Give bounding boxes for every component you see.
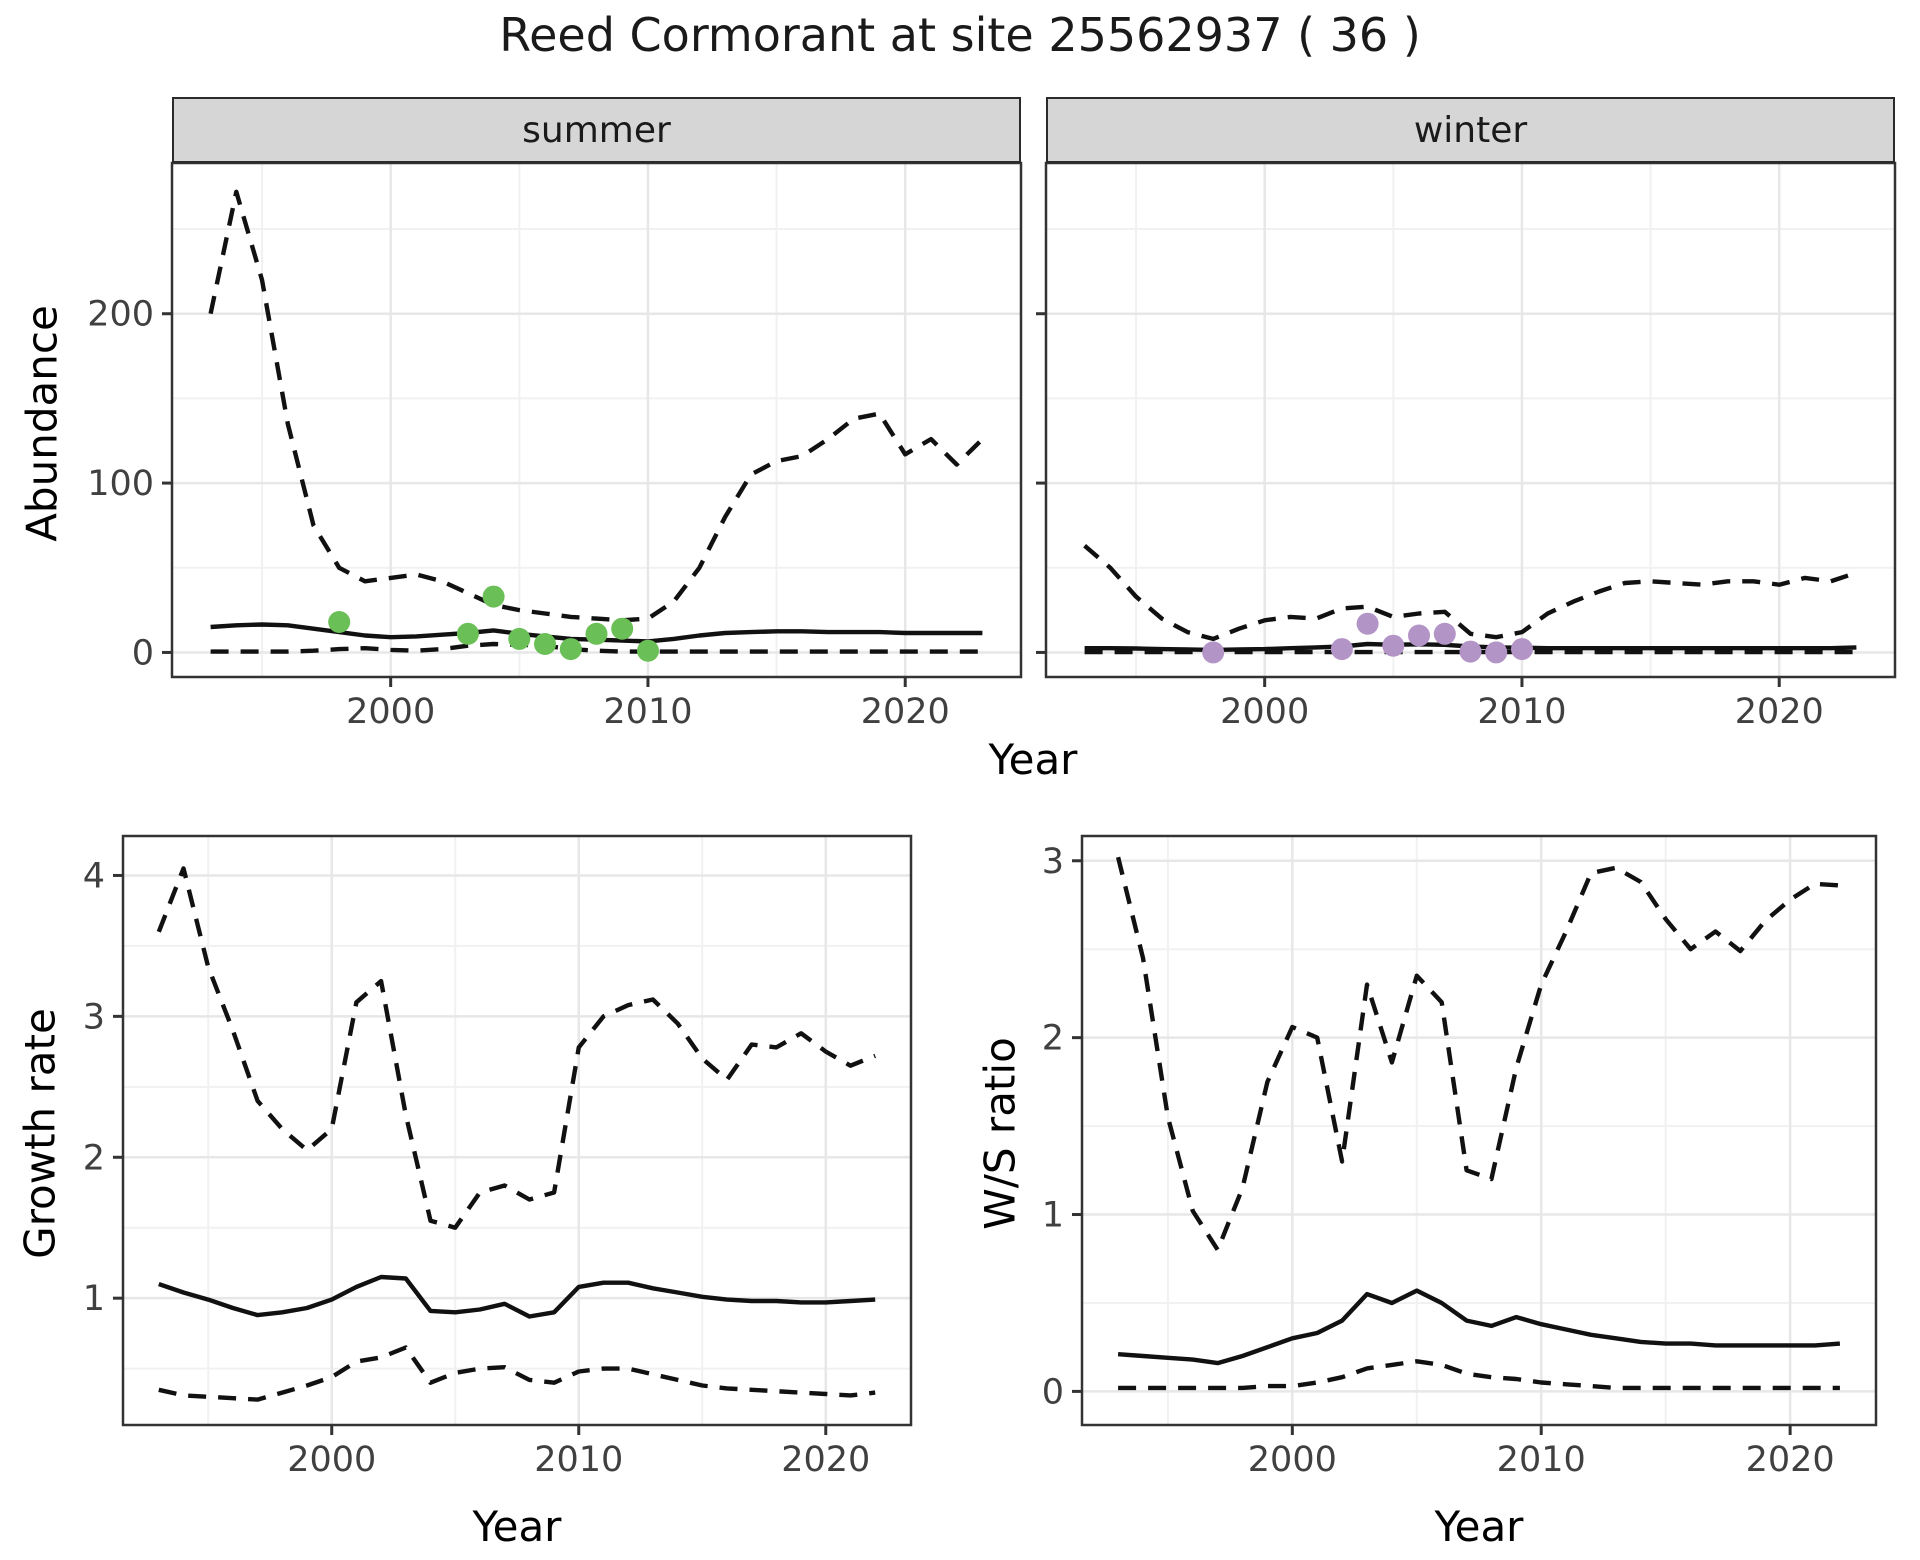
data-point — [1356, 612, 1379, 635]
data-point — [1202, 641, 1225, 664]
line-lower-95ci — [210, 641, 983, 654]
data-point — [508, 627, 531, 650]
data-point — [456, 622, 479, 645]
y-tick-label: 100 — [87, 464, 154, 504]
y-tick-label: 4 — [83, 856, 105, 896]
data-point — [1511, 638, 1533, 661]
y-axis-title-ws-ratio: W/S ratio — [975, 1037, 1025, 1230]
y-tick-label: 3 — [1042, 842, 1064, 882]
x-tick-label: 2000 — [287, 1440, 376, 1480]
x-tick-label: 2010 — [1477, 692, 1566, 732]
x-tick-label: 2010 — [1497, 1440, 1586, 1480]
panel-growth-rate: 2000 2010 2020 1 2 3 4 — [83, 834, 913, 1480]
points-observed-counts — [1202, 612, 1533, 664]
y-tick-label: 200 — [87, 295, 154, 335]
y-tick-label: 1 — [1042, 1196, 1064, 1236]
data-point — [1459, 640, 1482, 663]
line-lower-95ci — [158, 1345, 876, 1402]
panel-abundance-summer: 2000 2010 2020 0 100 200 — [87, 161, 1023, 732]
line-upper-95ci — [156, 866, 877, 1230]
line-median — [158, 1274, 876, 1319]
y-tick-label: 1 — [83, 1279, 105, 1319]
x-tick-label: 2010 — [534, 1440, 623, 1480]
line-median — [1117, 1288, 1841, 1366]
line-upper-95ci — [1115, 856, 1841, 1253]
series-lines — [156, 866, 877, 1402]
data-point — [328, 611, 351, 633]
x-tick-label: 2000 — [1220, 692, 1309, 732]
data-point — [1408, 624, 1430, 647]
x-tick-label: 2010 — [603, 692, 692, 732]
x-tick-label: 2020 — [1735, 692, 1824, 732]
y-tick-label: 3 — [83, 997, 105, 1037]
facet-strip-summer-label: summer — [522, 109, 671, 151]
facet-strip-winter-label: winter — [1413, 109, 1528, 151]
y-axis-title-abundance: Abundance — [17, 305, 67, 542]
data-point — [559, 638, 582, 661]
data-point — [1382, 634, 1405, 657]
x-tick-label: 2000 — [1248, 1440, 1337, 1480]
line-lower-95ci — [1118, 1359, 1840, 1391]
x-tick-label: 2000 — [346, 692, 435, 732]
y-tick-label: 0 — [1042, 1372, 1064, 1412]
x-axis-title-year-bottom-left: Year — [472, 1502, 562, 1551]
y-tick-label: 2 — [1042, 1019, 1064, 1059]
x-tick-label: 2020 — [781, 1440, 870, 1480]
x-axis-title-year-bottom-right: Year — [1434, 1502, 1524, 1551]
facet-strip-winter: winter — [1046, 97, 1895, 163]
y-tick-label: 0 — [132, 633, 154, 673]
data-point — [534, 633, 556, 655]
data-point — [1433, 622, 1456, 645]
panel-abundance-winter: 2000 2010 2020 — [1036, 161, 1897, 732]
data-point — [611, 617, 634, 640]
page-title: Reed Cormorant at site 25562937 ( 36 ) — [499, 8, 1421, 62]
data-point — [482, 585, 505, 608]
data-point — [1330, 638, 1353, 661]
line-upper-95ci — [1083, 544, 1858, 642]
series-lines — [1115, 856, 1841, 1391]
data-point — [585, 622, 608, 645]
data-point — [1485, 641, 1508, 664]
x-tick-label: 2020 — [1746, 1440, 1835, 1480]
y-tick-label: 2 — [83, 1138, 105, 1178]
y-axis-title-growth-rate: Growth rate — [15, 1008, 65, 1259]
data-point — [637, 639, 659, 662]
facet-strip-summer: summer — [172, 97, 1021, 163]
x-tick-label: 2020 — [861, 692, 950, 732]
points-observed-counts — [328, 585, 659, 662]
line-upper-95ci — [208, 189, 984, 623]
panel-ws-ratio: 2000 2010 2020 0 1 2 3 — [1042, 834, 1878, 1480]
x-axis-title-year-top: Year — [988, 735, 1078, 784]
